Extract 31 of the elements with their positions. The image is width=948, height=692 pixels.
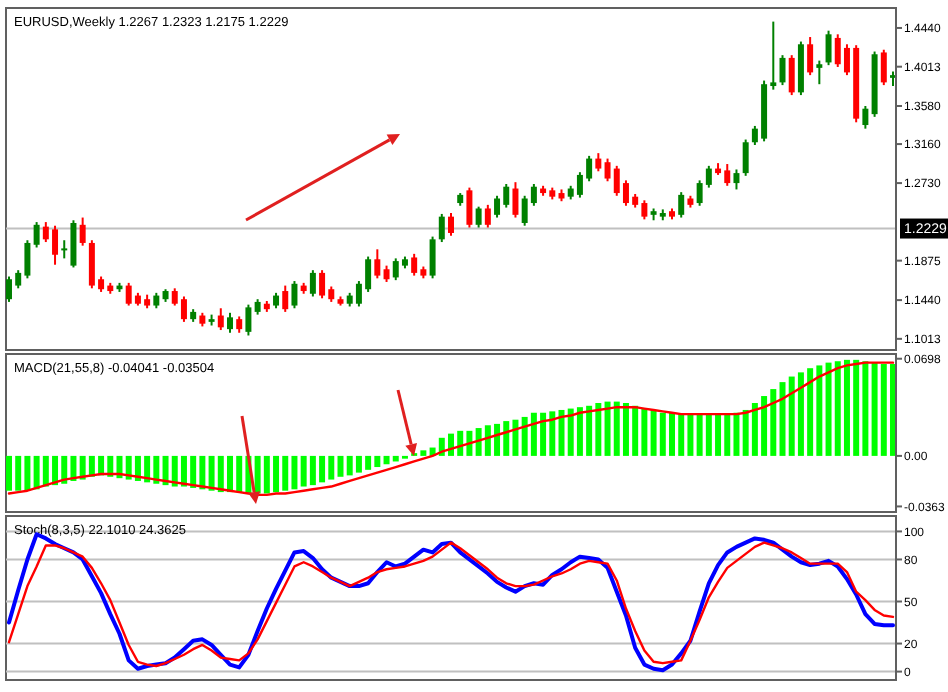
candlestick bbox=[512, 181, 519, 219]
candlestick bbox=[862, 104, 869, 130]
candlestick bbox=[742, 138, 749, 177]
candlestick bbox=[33, 221, 40, 249]
candlestick bbox=[282, 284, 289, 313]
candlestick bbox=[475, 205, 482, 229]
candlestick bbox=[374, 248, 381, 280]
candlestick bbox=[494, 194, 501, 219]
candlestick bbox=[79, 216, 86, 247]
candlestick bbox=[217, 307, 224, 332]
candlestick bbox=[484, 203, 491, 229]
candlestick bbox=[788, 54, 795, 97]
candlestick bbox=[678, 191, 685, 219]
candlestick bbox=[309, 269, 316, 298]
candlestick bbox=[825, 29, 832, 67]
candlestick bbox=[595, 152, 602, 173]
candlestick bbox=[227, 311, 233, 334]
candlestick bbox=[319, 269, 326, 300]
candlestick bbox=[291, 280, 298, 310]
candlestick bbox=[180, 295, 187, 323]
candlestick bbox=[448, 212, 454, 237]
candlestick bbox=[438, 212, 445, 244]
candlestick bbox=[466, 186, 473, 229]
candlestick bbox=[807, 36, 814, 77]
candlestick bbox=[816, 59, 823, 86]
candlestick bbox=[411, 252, 418, 277]
candlestick bbox=[880, 48, 887, 87]
bar bbox=[880, 364, 887, 456]
candlestick bbox=[733, 168, 740, 191]
candlestick bbox=[429, 235, 436, 280]
candlestick bbox=[245, 303, 252, 337]
